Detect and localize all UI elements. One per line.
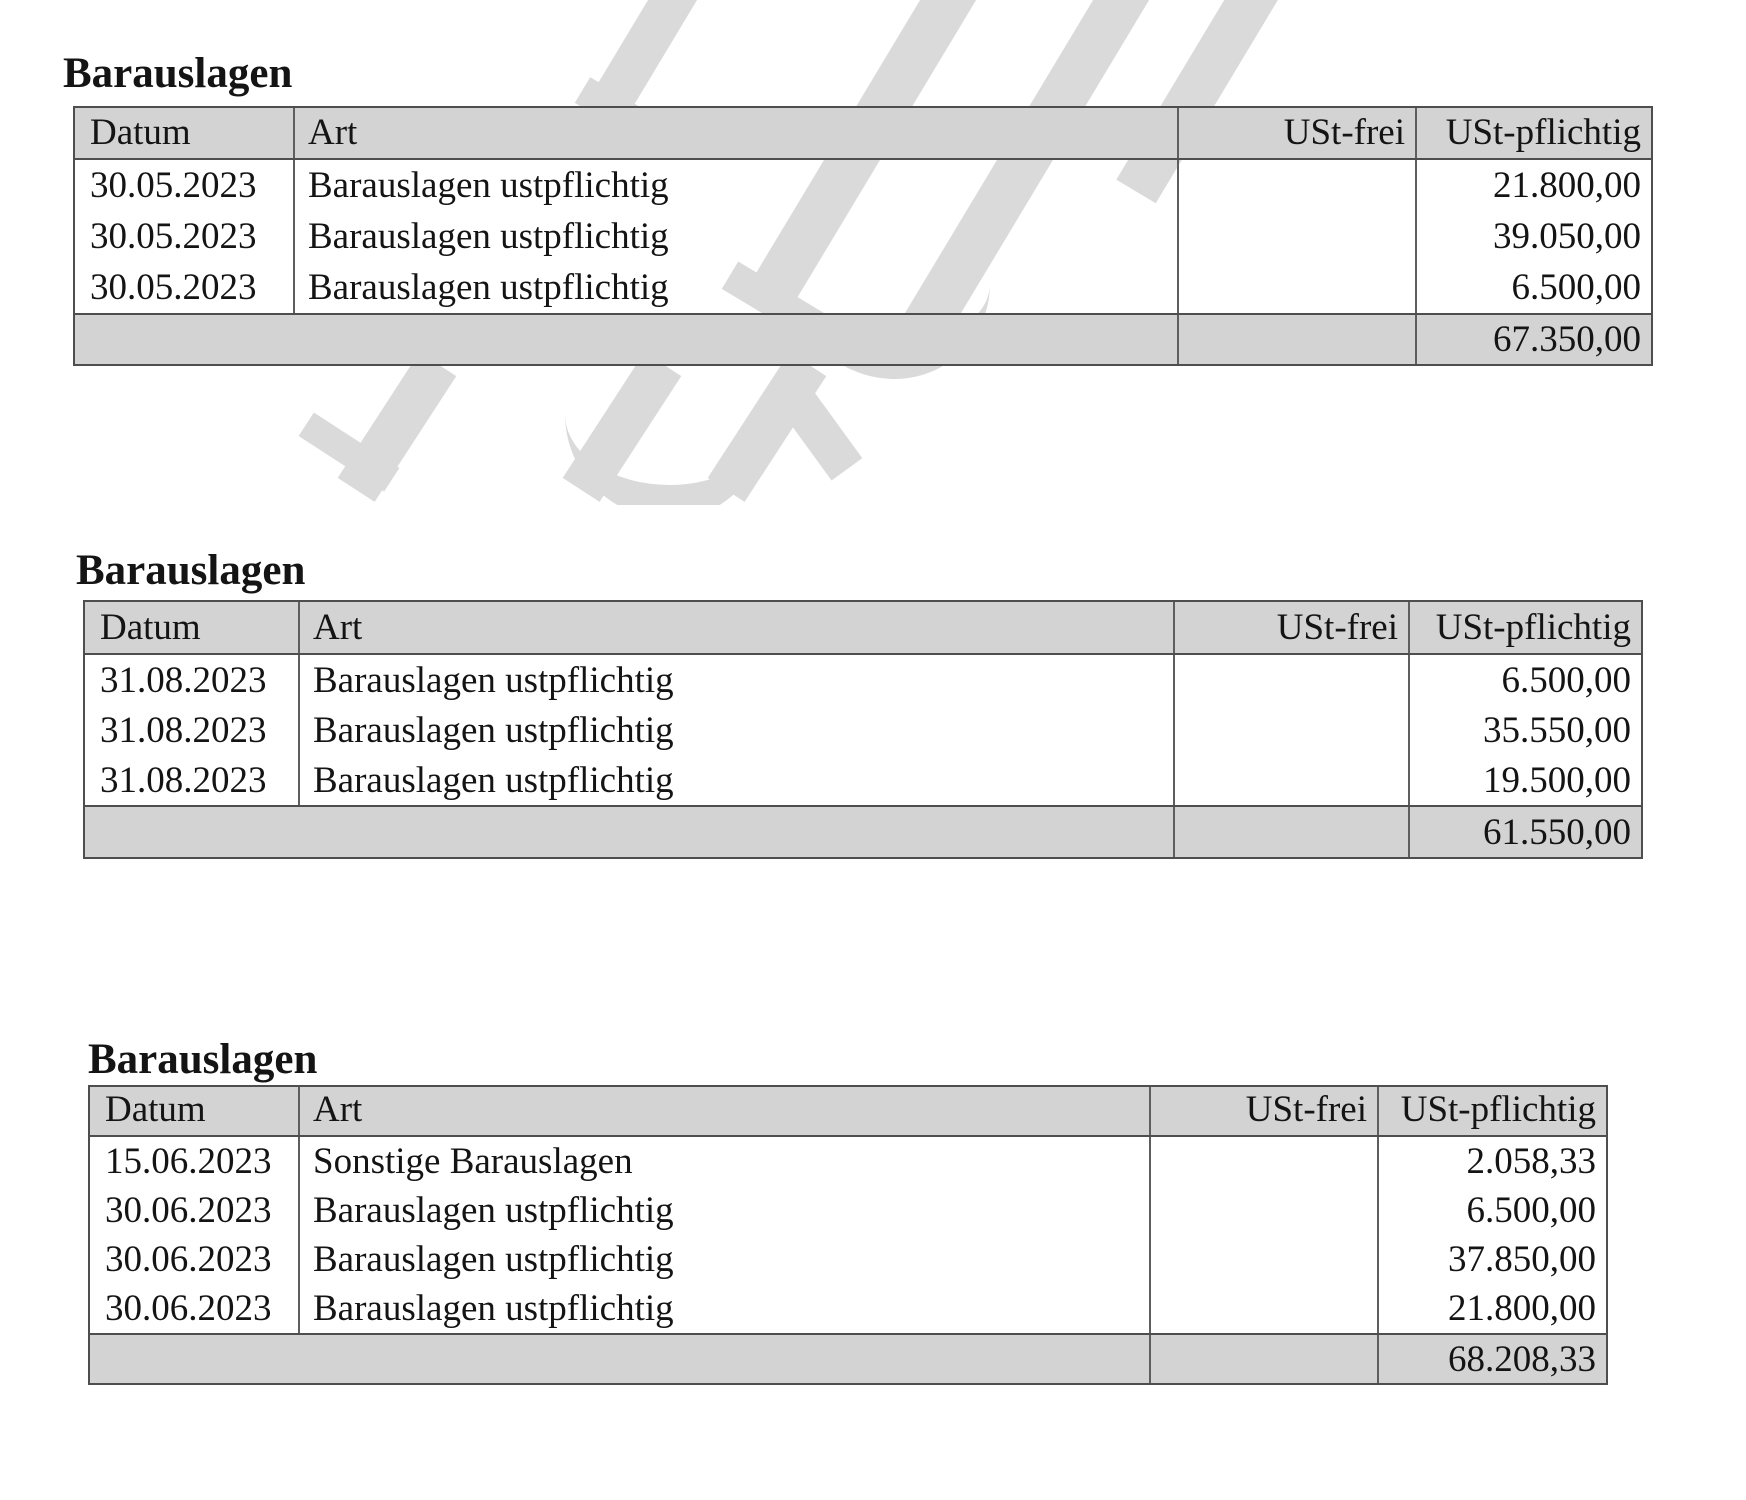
table-row: 30.05.2023 Barauslagen ustpflichtig 21.800…	[75, 160, 1651, 211]
total-ust-frei	[1173, 807, 1408, 857]
table-total-row: 68.208,33	[90, 1333, 1606, 1383]
table-body: 30.05.2023 Barauslagen ustpflichtig 21.800…	[75, 160, 1651, 313]
cell-ust-frei	[1177, 262, 1415, 313]
total-spacer	[75, 315, 1177, 364]
cell-art: Barauslagen ustpflichtig	[298, 755, 1173, 805]
cell-ust-frei	[1177, 211, 1415, 262]
cell-ust-pflichtig: 35.550,00	[1408, 705, 1641, 755]
table-row: 30.06.2023 Barauslagen ustpflichtig 6.500,…	[90, 1186, 1606, 1235]
cell-art: Barauslagen ustpflichtig	[293, 160, 1177, 211]
cell-datum: 31.08.2023	[100, 709, 267, 751]
cell-ust-frei	[1173, 755, 1408, 805]
total-ust-pflichtig: 67.350,00	[1415, 315, 1651, 364]
table-header-row: Datum Art USt-frei USt-pflichtig	[85, 602, 1641, 655]
cell-art: Barauslagen ustpflichtig	[298, 1284, 1149, 1333]
table-row: 15.06.2023 Sonstige Barauslagen 2.058,33	[90, 1137, 1606, 1186]
cell-datum: 30.05.2023	[90, 216, 257, 257]
table-title: Barauslagen	[88, 1036, 318, 1083]
total-ust-pflichtig: 68.208,33	[1377, 1335, 1606, 1383]
column-header-ust-frei: USt-frei	[1149, 1087, 1377, 1135]
cell-ust-pflichtig: 6.500,00	[1415, 262, 1651, 313]
table-title: Barauslagen	[76, 547, 306, 594]
table-row: 31.08.2023 Barauslagen ustpflichtig 19.500…	[85, 755, 1641, 805]
total-ust-pflichtig: 61.550,00	[1408, 807, 1641, 857]
watermark-stroke	[337, 352, 457, 502]
table-row: 30.05.2023 Barauslagen ustpflichtig 39.050…	[75, 211, 1651, 262]
column-header-ust-pflichtig: USt-pflichtig	[1408, 602, 1641, 653]
cell-datum: 15.06.2023	[105, 1141, 272, 1182]
column-header-ust-frei: USt-frei	[1173, 602, 1408, 653]
cell-datum: 30.06.2023	[105, 1288, 272, 1329]
total-ust-frei	[1177, 315, 1415, 364]
cell-ust-frei	[1149, 1186, 1377, 1235]
total-ust-frei	[1149, 1335, 1377, 1383]
cell-art: Barauslagen ustpflichtig	[293, 211, 1177, 262]
cell-ust-frei	[1149, 1284, 1377, 1333]
table-row: 31.08.2023 Barauslagen ustpflichtig 35.550…	[85, 705, 1641, 755]
column-header-art: Art	[298, 602, 1173, 653]
expenses-table-1: Datum Art USt-frei USt-pflichtig 30.05.2…	[73, 106, 1653, 366]
cell-art: Barauslagen ustpflichtig	[298, 655, 1173, 705]
cell-ust-frei	[1177, 160, 1415, 211]
table-body: 15.06.2023 Sonstige Barauslagen 2.058,33 30…	[90, 1137, 1606, 1333]
cell-ust-frei	[1149, 1137, 1377, 1186]
table-row: 30.06.2023 Barauslagen ustpflichtig 37.850…	[90, 1235, 1606, 1284]
column-header-ust-pflichtig: USt-pflichtig	[1377, 1087, 1606, 1135]
cell-datum: 31.08.2023	[100, 659, 267, 701]
cell-ust-pflichtig: 2.058,33	[1377, 1137, 1606, 1186]
cell-art: Barauslagen ustpflichtig	[298, 1186, 1149, 1235]
cell-datum: 30.05.2023	[90, 267, 257, 308]
cell-ust-frei	[1149, 1235, 1377, 1284]
cell-datum: 30.06.2023	[105, 1190, 272, 1231]
column-header-ust-frei: USt-frei	[1177, 108, 1415, 158]
cell-art: Barauslagen ustpflichtig	[293, 262, 1177, 313]
watermark-curve	[565, 405, 765, 505]
table-total-row: 67.350,00	[75, 313, 1651, 364]
table-total-row: 61.550,00	[85, 805, 1641, 857]
cell-ust-frei	[1173, 655, 1408, 705]
cell-datum: 31.08.2023	[100, 759, 267, 801]
cell-ust-pflichtig: 37.850,00	[1377, 1235, 1606, 1284]
cell-ust-pflichtig: 21.800,00	[1415, 160, 1651, 211]
column-header-art: Art	[298, 1087, 1149, 1135]
column-header-datum: Datum	[100, 607, 201, 648]
cell-ust-pflichtig: 6.500,00	[1377, 1186, 1606, 1235]
column-header-datum: Datum	[105, 1089, 206, 1130]
column-header-art: Art	[293, 108, 1177, 158]
column-header-ust-pflichtig: USt-pflichtig	[1415, 108, 1651, 158]
expenses-table-3: Datum Art USt-frei USt-pflichtig 15.06.2…	[88, 1085, 1608, 1385]
total-spacer	[85, 807, 1173, 857]
cell-art: Sonstige Barauslagen	[298, 1137, 1149, 1186]
cell-ust-pflichtig: 39.050,00	[1415, 211, 1651, 262]
table-row: 30.06.2023 Barauslagen ustpflichtig 21.800…	[90, 1284, 1606, 1333]
cell-datum: 30.05.2023	[90, 165, 257, 206]
table-row: 31.08.2023 Barauslagen ustpflichtig 6.500,…	[85, 655, 1641, 705]
table-body: 31.08.2023 Barauslagen ustpflichtig 6.500,…	[85, 655, 1641, 805]
total-spacer	[90, 1335, 1149, 1383]
column-header-datum: Datum	[90, 112, 191, 153]
expenses-table-2: Datum Art USt-frei USt-pflichtig 31.08.2…	[83, 600, 1643, 859]
table-header-row: Datum Art USt-frei USt-pflichtig	[90, 1087, 1606, 1137]
cell-ust-pflichtig: 19.500,00	[1408, 755, 1641, 805]
table-row: 30.05.2023 Barauslagen ustpflichtig 6.500,…	[75, 262, 1651, 313]
table-title: Barauslagen	[63, 50, 293, 97]
cell-datum: 30.06.2023	[105, 1239, 272, 1280]
cell-ust-pflichtig: 6.500,00	[1408, 655, 1641, 705]
cell-art: Barauslagen ustpflichtig	[298, 705, 1173, 755]
table-header-row: Datum Art USt-frei USt-pflichtig	[75, 108, 1651, 160]
cell-ust-pflichtig: 21.800,00	[1377, 1284, 1606, 1333]
cell-art: Barauslagen ustpflichtig	[298, 1235, 1149, 1284]
cell-ust-frei	[1173, 705, 1408, 755]
